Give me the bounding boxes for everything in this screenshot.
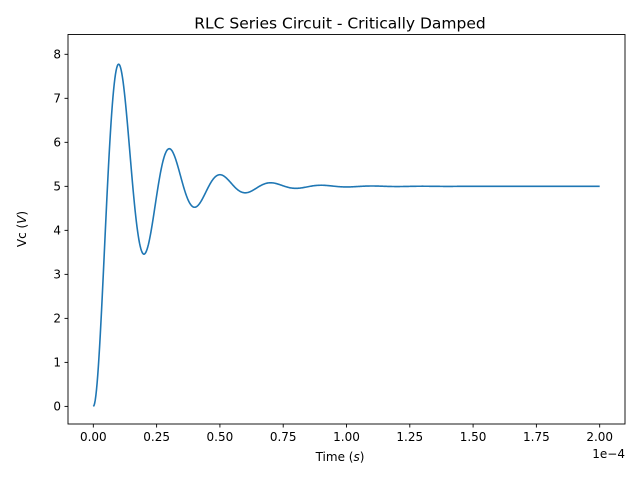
plot-frame [67, 34, 626, 425]
x-tick-label: 1.75 [523, 430, 550, 444]
y-tick-label: 2 [53, 312, 61, 326]
y-axis-label: Vc (V) [15, 211, 29, 247]
x-axis-label: Time (s) [315, 450, 365, 464]
x-tick-label: 0.25 [143, 430, 170, 444]
x-tick-label: 2.00 [586, 430, 613, 444]
chart-title: RLC Series Circuit - Critically Damped [194, 15, 485, 33]
series-line [92, 63, 600, 407]
y-axis-label-close: ) [15, 211, 29, 216]
y-axis-label-variable: V [15, 215, 29, 224]
x-axis-label-close: ) [360, 450, 365, 464]
x-axis-label-variable: s [353, 450, 359, 464]
x-tick-label: 1.50 [460, 430, 487, 444]
y-tick-label: 5 [53, 180, 61, 194]
y-tick-label: 8 [53, 48, 61, 62]
y-tick-label: 7 [53, 92, 61, 106]
x-tick-label: 1.25 [396, 430, 423, 444]
y-tick-label: 4 [53, 224, 61, 238]
x-axis-label-text: Time ( [315, 450, 354, 464]
x-tick-label: 0.50 [207, 430, 234, 444]
y-tick-label: 6 [53, 136, 61, 150]
x-axis-ticks: 0.00 0.25 0.50 0.75 1.00 1.25 1.50 1.75 2.00 [80, 424, 613, 444]
x-tick-label: 1.00 [333, 430, 360, 444]
y-tick-label: 1 [53, 356, 61, 370]
x-tick-label: 0.00 [80, 430, 107, 444]
x-axis-offset-label: 1e−4 [592, 447, 625, 461]
x-tick-label: 0.75 [270, 430, 297, 444]
y-tick-label: 0 [53, 400, 61, 414]
y-tick-label: 3 [53, 268, 61, 282]
y-axis-ticks: 0 1 2 3 4 5 6 7 8 [53, 48, 68, 414]
y-axis-label-text: Vc ( [15, 224, 29, 247]
plot-area [68, 34, 625, 424]
